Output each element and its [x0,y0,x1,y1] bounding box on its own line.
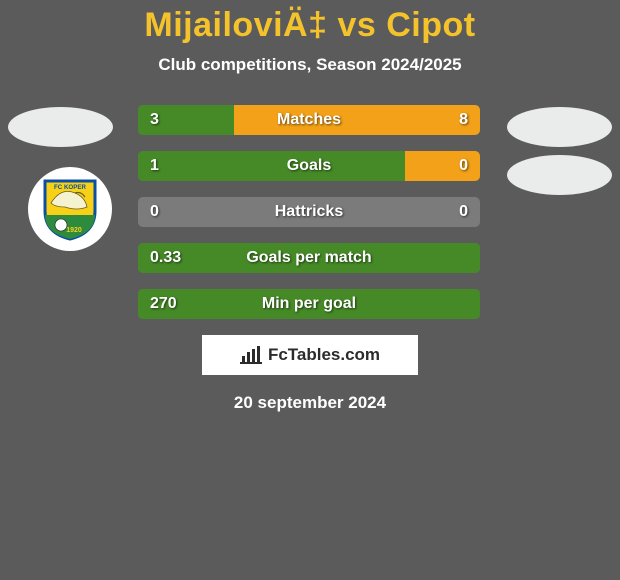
player-right-avatar-1 [507,107,612,147]
club-shield-icon: FC KOPER 1920 [41,177,99,241]
badge-text-bottom: 1920 [66,227,82,234]
content-area: FC KOPER 1920 38Matches 10Goals 00Hattrick… [0,105,620,319]
player-right-avatar-2 [507,155,612,195]
club-badge-left: FC KOPER 1920 [28,167,112,251]
stat-label: Goals [138,151,480,181]
player-left-avatar-1 [8,107,113,147]
stat-row: 0.33Goals per match [138,243,480,273]
page-title: MijailoviÄ‡ vs Cipot [0,0,620,45]
comparison-infographic: MijailoviÄ‡ vs Cipot Club competitions, … [0,0,620,580]
stat-row: 270Min per goal [138,289,480,319]
chart-bar-icon [240,346,262,364]
infographic-date: 20 september 2024 [0,393,620,413]
stat-label: Goals per match [138,243,480,273]
stat-row: 10Goals [138,151,480,181]
badge-text-top: FC KOPER [54,184,87,191]
stat-rows: 38Matches 10Goals 00Hattricks 0.33Goals per… [138,105,480,319]
page-subtitle: Club competitions, Season 2024/2025 [0,55,620,75]
stat-label: Matches [138,105,480,135]
brand-text: FcTables.com [268,345,380,365]
stat-label: Hattricks [138,197,480,227]
brand-box: FcTables.com [202,335,418,375]
stat-row: 00Hattricks [138,197,480,227]
stat-row: 38Matches [138,105,480,135]
stat-label: Min per goal [138,289,480,319]
